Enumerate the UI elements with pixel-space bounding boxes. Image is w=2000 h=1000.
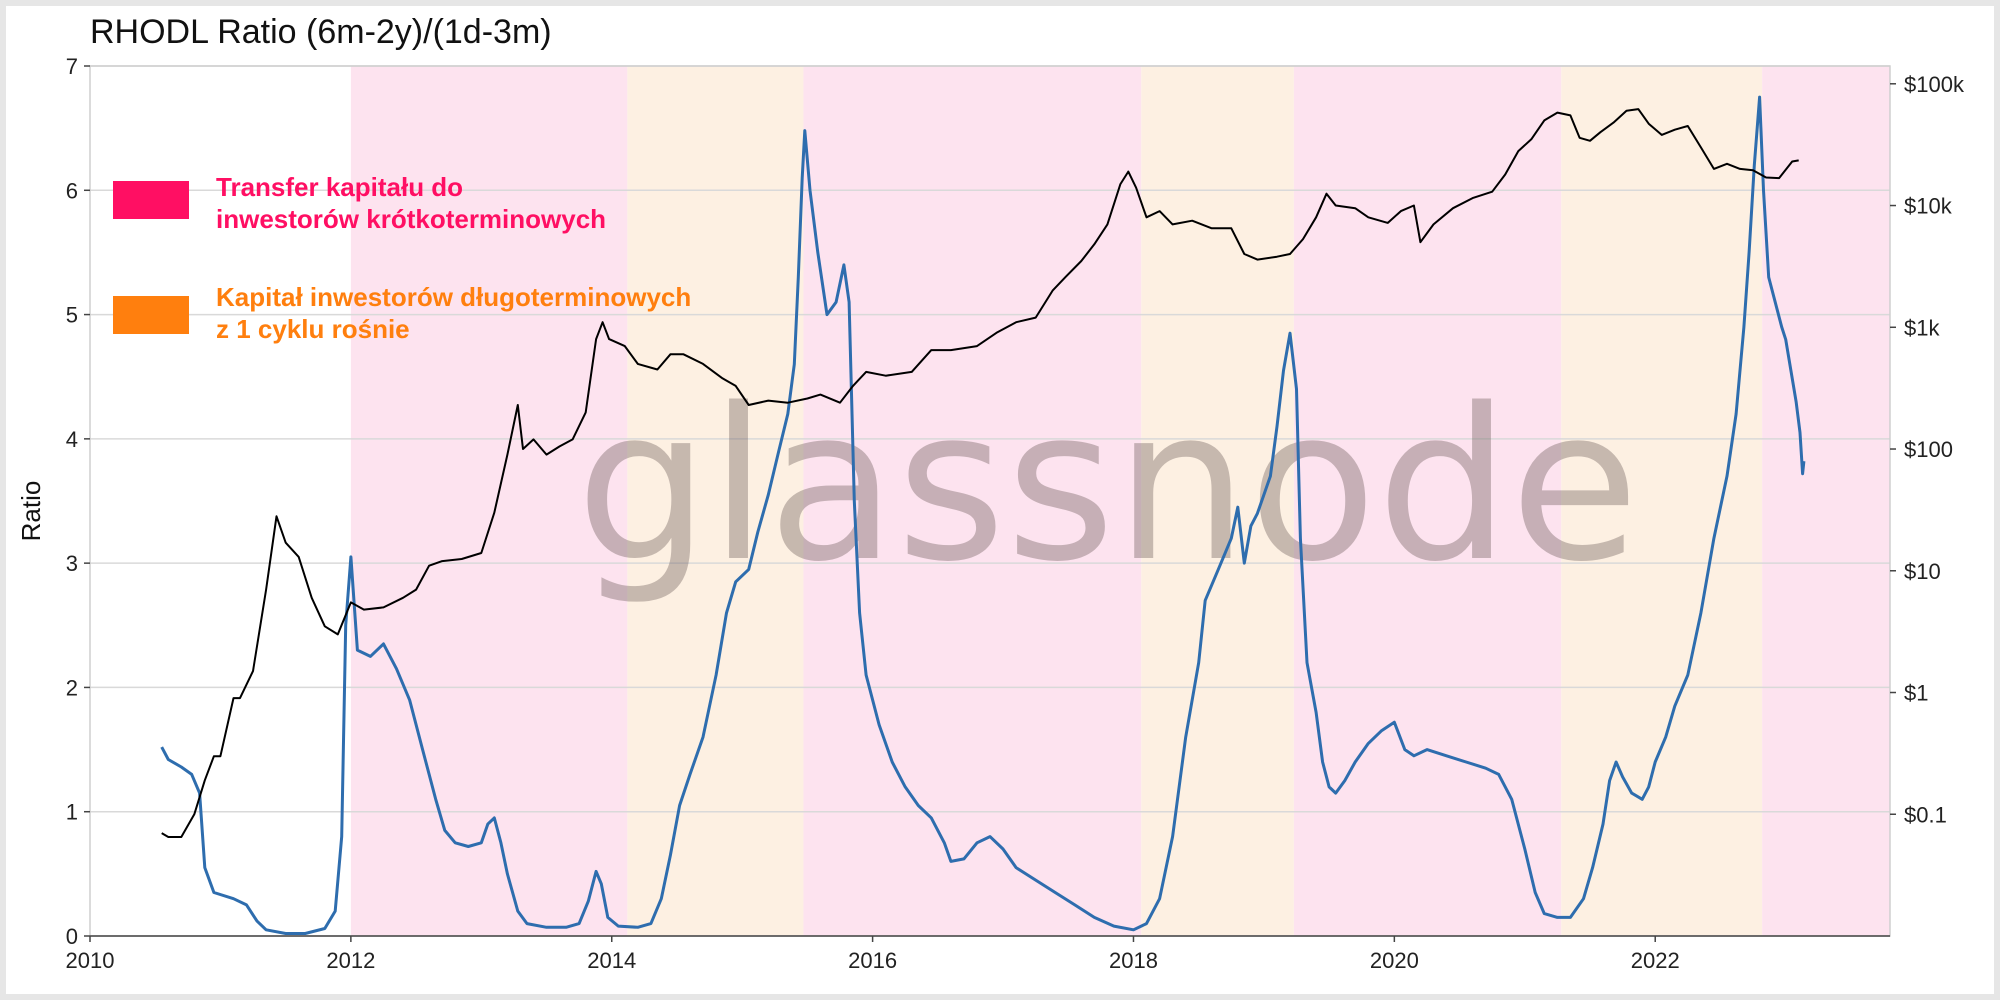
legend-label-transfer-line2: inwestorów krótkoterminowych (216, 204, 606, 234)
x-tick-label: 2018 (1109, 948, 1158, 973)
y-tick-label: 0 (66, 924, 78, 949)
chart-title: RHODL Ratio (6m-2y)/(1d-3m) (90, 13, 552, 51)
legend: Transfer kapitału do inwestorów krótkote… (113, 172, 691, 344)
y-tick-label: 4 (66, 427, 78, 452)
x-tick-label: 2022 (1631, 948, 1680, 973)
legend-label-capital-line1: Kapitał inwestorów długoterminowych (216, 282, 691, 312)
x-tick-label: 2014 (587, 948, 636, 973)
y-tick-label: 3 (66, 551, 78, 576)
x-tick-label: 2016 (848, 948, 897, 973)
x-tick-label: 2010 (66, 948, 115, 973)
gridlines (90, 65, 1890, 813)
series-lines (160, 95, 1806, 935)
y2-tick-label: $100k (1904, 72, 1965, 97)
y-tick-label: 5 (66, 303, 78, 328)
band-pink-2 (803, 66, 1142, 936)
y2-tick-label: $100 (1904, 437, 1953, 462)
band-pink-0 (350, 66, 628, 936)
band-orange-5 (1561, 66, 1763, 936)
y-tick-label: 1 (66, 800, 78, 825)
y-tick-label: 7 (66, 54, 78, 79)
chart-frame: glassnode 0 1 2 3 4 5 6 7 2010 2012 2014 2016 2018 20… (6, 6, 1994, 994)
legend-label-transfer-line1: Transfer kapitału do (216, 172, 463, 202)
rhodl-ratio-chart: glassnode 0 1 2 3 4 5 6 7 2010 2012 2014 2016 2018 20… (16, 13, 1965, 973)
legend-label-capital-line2: z 1 cyklu rośnie (216, 314, 410, 344)
y-tick-label: 2 (66, 675, 78, 700)
legend-swatch-orange (113, 296, 189, 334)
y2-tick-label: $10 (1904, 559, 1941, 584)
x-tick-label: 2020 (1370, 948, 1419, 973)
price-line (161, 108, 1799, 838)
y2-tick-label: $1k (1904, 315, 1940, 340)
band-orange-3 (1141, 66, 1294, 936)
y2-tick-label: $10k (1904, 194, 1953, 219)
legend-swatch-pink (113, 181, 189, 219)
y2-tick-label: $0.1 (1904, 802, 1947, 827)
axes: 0 1 2 3 4 5 6 7 2010 2012 2014 2016 2018 2020 2022 $0.1… (66, 54, 1965, 973)
band-pink-6 (1762, 66, 1890, 936)
glassnode-watermark: glassnode (576, 363, 1639, 608)
y-tick-label: 6 (66, 178, 78, 203)
rhodl-ratio-line (160, 95, 1806, 935)
x-tick-label: 2012 (326, 948, 375, 973)
y-axis-label: Ratio (16, 481, 46, 542)
band-orange-1 (627, 66, 804, 936)
y2-tick-label: $1 (1904, 681, 1928, 706)
